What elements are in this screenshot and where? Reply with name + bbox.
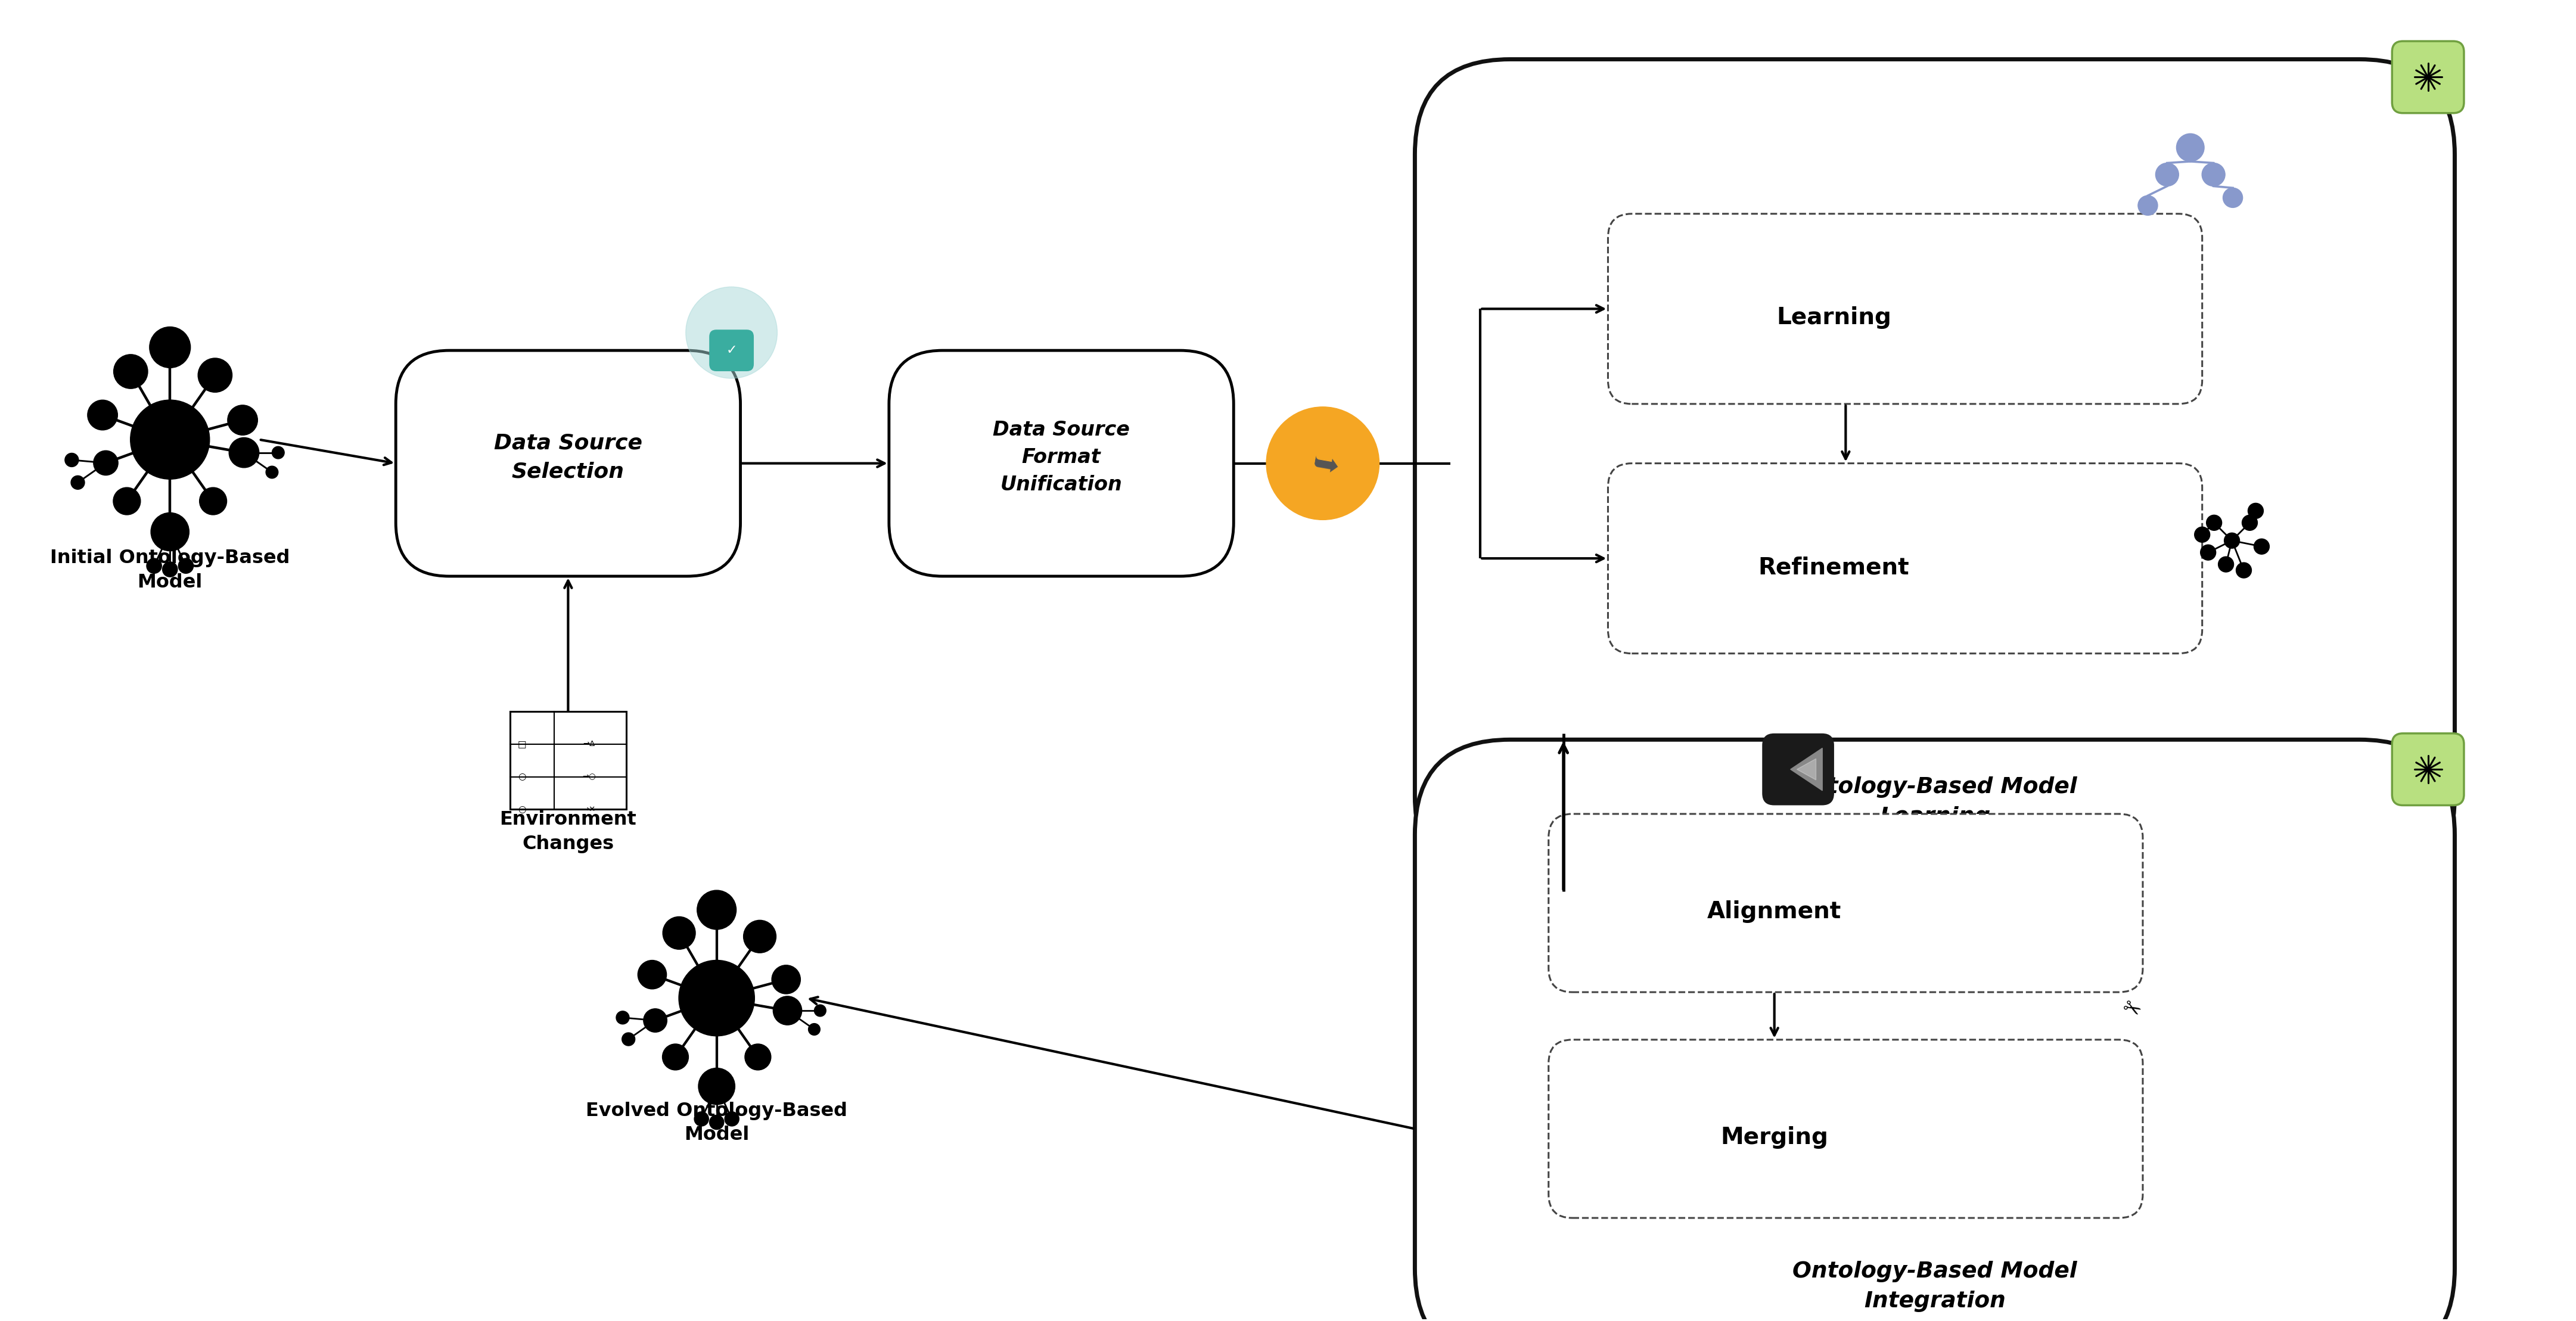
Circle shape [809, 1024, 819, 1036]
Circle shape [2202, 162, 2226, 186]
Text: Environment
Changes: Environment Changes [500, 810, 636, 853]
Circle shape [621, 1033, 636, 1046]
Circle shape [2200, 544, 2215, 560]
FancyBboxPatch shape [708, 330, 755, 371]
Circle shape [2138, 196, 2159, 215]
Text: Data Source
Selection: Data Source Selection [495, 433, 641, 482]
Circle shape [273, 446, 283, 458]
FancyBboxPatch shape [2393, 41, 2465, 114]
FancyBboxPatch shape [1548, 814, 2143, 992]
Text: →○: →○ [582, 773, 595, 781]
Circle shape [616, 1011, 629, 1024]
Circle shape [2223, 532, 2239, 548]
Polygon shape [1790, 748, 1821, 790]
Circle shape [814, 1005, 827, 1016]
Text: ○: ○ [518, 773, 526, 781]
Circle shape [2249, 503, 2264, 519]
FancyBboxPatch shape [1414, 740, 2455, 1321]
Circle shape [2223, 188, 2244, 207]
Circle shape [2241, 515, 2257, 531]
Text: ○: ○ [518, 804, 526, 814]
Circle shape [64, 453, 77, 466]
Circle shape [2254, 539, 2269, 555]
Text: Learning: Learning [1777, 306, 1891, 329]
Text: □: □ [518, 740, 526, 749]
Text: Initial Ontology-Based
Model: Initial Ontology-Based Model [49, 550, 291, 592]
Circle shape [162, 561, 178, 577]
Circle shape [698, 890, 737, 930]
Text: ✓: ✓ [726, 345, 737, 357]
Text: →Δ: →Δ [582, 740, 595, 748]
Circle shape [113, 354, 147, 388]
Circle shape [88, 400, 118, 431]
Circle shape [2208, 515, 2223, 531]
Circle shape [744, 921, 775, 952]
Circle shape [152, 513, 188, 551]
Text: Ontology-Based Model
Integration: Ontology-Based Model Integration [1793, 1260, 2076, 1312]
Polygon shape [1798, 758, 1816, 779]
Circle shape [227, 406, 258, 435]
Text: Alignment: Alignment [1708, 901, 1842, 923]
Text: Ontology-Based Model
Learning: Ontology-Based Model Learning [1793, 777, 2076, 828]
Circle shape [198, 358, 232, 392]
Circle shape [265, 466, 278, 478]
Circle shape [2177, 133, 2205, 161]
Circle shape [696, 1112, 708, 1125]
Text: →✕: →✕ [582, 806, 595, 814]
Circle shape [639, 960, 667, 989]
Circle shape [131, 400, 209, 480]
FancyBboxPatch shape [1414, 59, 2455, 892]
Circle shape [147, 559, 162, 573]
FancyBboxPatch shape [1548, 1040, 2143, 1218]
FancyBboxPatch shape [1607, 464, 2202, 654]
Circle shape [93, 450, 118, 476]
Circle shape [685, 287, 778, 378]
Circle shape [2156, 162, 2179, 186]
Text: Data Source
Format
Unification: Data Source Format Unification [992, 420, 1131, 494]
Text: ✂: ✂ [2117, 997, 2143, 1024]
Circle shape [72, 476, 85, 489]
Circle shape [2236, 563, 2251, 579]
Text: Merging: Merging [1721, 1127, 1829, 1149]
Circle shape [113, 487, 142, 515]
Circle shape [178, 559, 193, 573]
Circle shape [744, 1044, 770, 1070]
Circle shape [1267, 407, 1378, 519]
Circle shape [198, 487, 227, 515]
Circle shape [662, 917, 696, 950]
FancyBboxPatch shape [397, 350, 739, 576]
Text: ➥: ➥ [1309, 449, 1342, 483]
Circle shape [677, 960, 755, 1036]
Circle shape [708, 1115, 724, 1129]
Circle shape [724, 1112, 739, 1125]
Circle shape [149, 326, 191, 367]
Bar [510, 712, 626, 810]
Circle shape [229, 437, 260, 468]
Circle shape [2195, 527, 2210, 543]
Circle shape [662, 1044, 688, 1070]
Circle shape [773, 966, 801, 993]
FancyBboxPatch shape [2393, 733, 2465, 806]
Text: Evolved Ontology-Based
Model: Evolved Ontology-Based Model [585, 1102, 848, 1144]
Circle shape [2218, 556, 2233, 572]
Circle shape [644, 1009, 667, 1032]
FancyBboxPatch shape [889, 350, 1234, 576]
Circle shape [773, 996, 801, 1025]
Text: Refinement: Refinement [1759, 556, 1909, 579]
FancyBboxPatch shape [1607, 214, 2202, 404]
Circle shape [698, 1069, 734, 1104]
FancyBboxPatch shape [1762, 733, 1834, 806]
